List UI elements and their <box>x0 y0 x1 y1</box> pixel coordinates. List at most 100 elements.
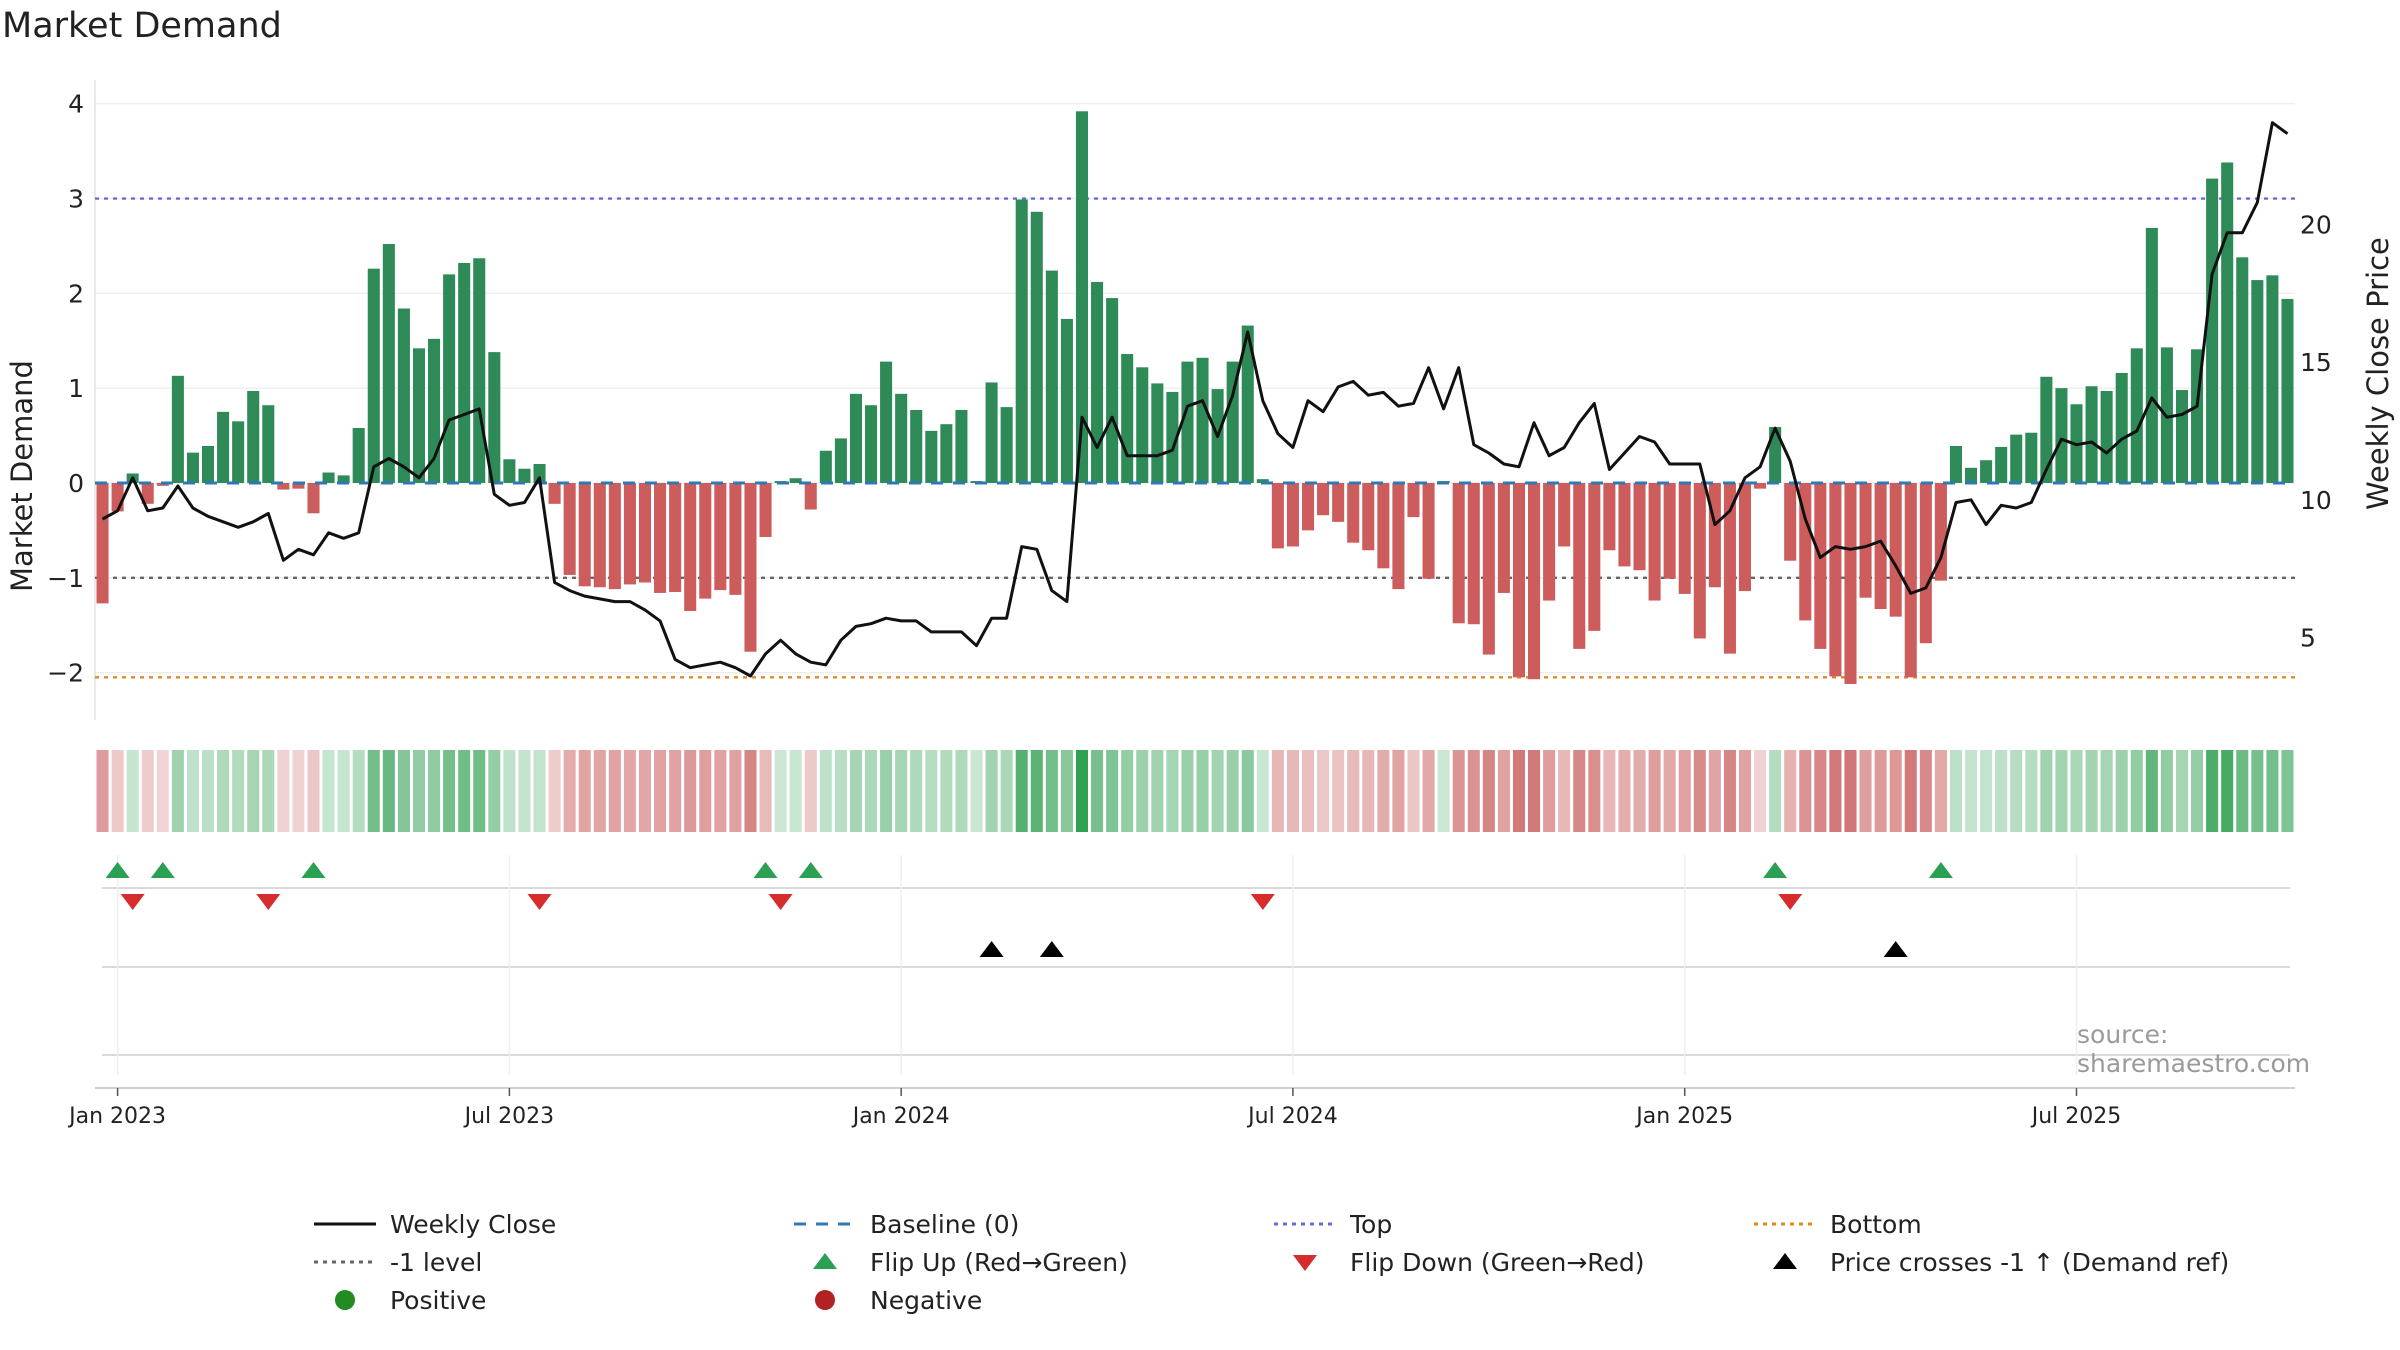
heat-cell <box>2040 750 2053 832</box>
heat-cell <box>1317 750 1330 832</box>
heat-cell <box>1874 750 1887 832</box>
heat-cell <box>397 750 410 832</box>
legend-swatch-neg <box>815 1290 835 1310</box>
demand-bar <box>1558 482 1571 547</box>
heat-cell <box>684 750 697 832</box>
legend-label-neg: Negative <box>870 1285 983 1315</box>
demand-bar <box>1392 482 1405 590</box>
heat-cell <box>2070 750 2083 832</box>
legend-swatch-top <box>1274 1222 1336 1226</box>
left-tick-label: −2 <box>47 659 84 688</box>
demand-bar <box>1814 482 1827 649</box>
heat-cell <box>774 750 787 832</box>
demand-bar <box>638 482 652 583</box>
demand-bar <box>1407 482 1420 518</box>
demand-bar <box>2221 162 2234 483</box>
heat-cell <box>1271 750 1284 832</box>
close-series-line <box>101 121 2289 678</box>
heat-cell <box>1000 750 1013 832</box>
demand-bar <box>1121 354 1134 483</box>
demand-bar <box>397 308 410 483</box>
heat-cell <box>638 750 652 832</box>
heat-cell <box>1497 750 1510 832</box>
heat-cell <box>1723 750 1736 832</box>
demand-bar <box>533 464 546 483</box>
heat-cell <box>1693 750 1706 832</box>
heat-cell <box>428 750 441 832</box>
demand-bar <box>955 409 968 483</box>
x-axis: Jan 2023 Jul 2023 Jan 2024 Jul 2024 Jan 2025… <box>67 1087 2295 1129</box>
demand-bar <box>1151 383 1164 483</box>
flip-up-marker <box>150 862 175 878</box>
heat-cell <box>2055 750 2068 832</box>
demand-bar <box>1377 482 1390 569</box>
legend-swatch-close <box>314 1222 376 1226</box>
heat-cell <box>533 750 546 832</box>
heat-cell <box>699 750 712 832</box>
demand-bar <box>1769 427 1782 483</box>
event-markers <box>102 855 2290 1075</box>
heat-cell <box>1301 750 1315 832</box>
heat-cell <box>910 750 923 832</box>
demand-bar <box>186 452 199 483</box>
demand-bar <box>1452 482 1465 624</box>
heat-cell <box>503 750 516 832</box>
heat-cell <box>608 750 621 832</box>
demand-bar <box>1467 482 1480 625</box>
legend-swatch-bottom <box>1754 1222 1816 1226</box>
demand-bar <box>1015 199 1028 483</box>
heat-cell <box>1422 750 1435 832</box>
demand-bar <box>729 482 742 595</box>
heat-cell <box>804 750 817 832</box>
demand-bar <box>910 409 923 483</box>
heat-cell <box>1769 750 1782 832</box>
demand-bar <box>1588 482 1601 631</box>
heat-cell <box>1588 750 1601 832</box>
demand-bar <box>337 475 350 483</box>
heat-cell <box>2145 750 2158 832</box>
legend-label-close: Weekly Close <box>390 1209 557 1239</box>
heat-cell <box>337 750 350 832</box>
heat-cell <box>277 750 290 832</box>
legend-item-flipup: Flip Up (Red→Green) <box>790 1247 1128 1277</box>
right-tick-label: 10 <box>2300 486 2332 515</box>
heat-cell <box>1347 750 1360 832</box>
heat-cell <box>1407 750 1420 832</box>
demand-bar <box>2175 390 2189 483</box>
demand-bar <box>1497 482 1510 593</box>
demand-bar <box>412 348 425 483</box>
legend-item-baseline: Baseline (0) <box>790 1209 1019 1239</box>
legend-label-cross: Price crosses -1 ↑ (Demand ref) <box>1830 1247 2230 1277</box>
legend-item-bottom: Bottom <box>1750 1209 1922 1239</box>
heat-cell <box>1965 750 1978 832</box>
demand-bar <box>940 424 953 483</box>
demand-bar <box>1829 482 1842 677</box>
demand-bar <box>2236 257 2249 483</box>
legend-item-cross: Price crosses -1 ↑ (Demand ref) <box>1750 1247 2229 1277</box>
legend-label-bottom: Bottom <box>1830 1209 1922 1239</box>
demand-bar <box>1889 482 1902 617</box>
demand-bar <box>699 482 712 599</box>
heat-cell <box>865 750 878 832</box>
demand-bar <box>1738 482 1752 592</box>
demand-bar <box>292 482 305 489</box>
heat-cell <box>789 750 802 832</box>
demand-bar <box>578 482 591 587</box>
demand-bar <box>1543 482 1556 601</box>
demand-bar <box>277 482 290 490</box>
x-tick-label: Jan 2023 <box>67 1104 166 1129</box>
demand-bar <box>669 482 682 592</box>
flip-up-marker <box>301 862 326 878</box>
heat-cell <box>126 750 139 832</box>
left-tick-label: 1 <box>68 374 84 403</box>
demand-bar <box>1919 482 1932 644</box>
demand-bar <box>1136 367 1149 483</box>
heat-cell <box>955 750 968 832</box>
legend-label-pos: Positive <box>390 1285 487 1315</box>
legend-item-flipdown: Flip Down (Green→Red) <box>1270 1247 1645 1277</box>
heat-cell <box>985 750 998 832</box>
heat-cell <box>1889 750 1902 832</box>
heat-cell <box>834 750 847 832</box>
legend-label-minus1: -1 level <box>390 1247 483 1277</box>
legend-marker <box>813 1253 837 1269</box>
